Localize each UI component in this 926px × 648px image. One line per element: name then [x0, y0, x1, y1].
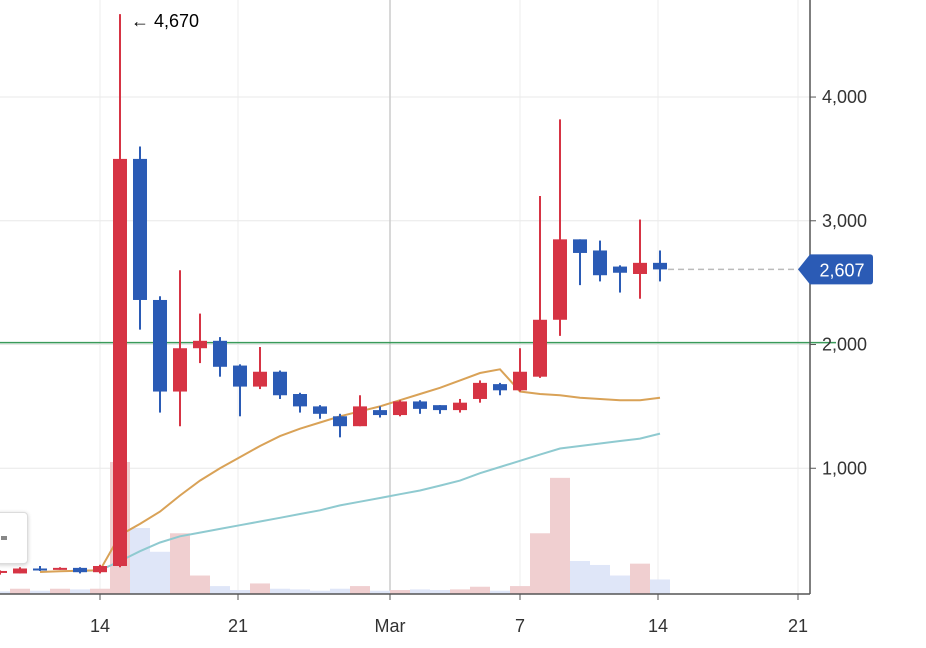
volume-bar [410, 589, 430, 594]
volume-bar [330, 588, 350, 594]
x-tick-label: 21 [788, 616, 808, 636]
volume-bar [170, 533, 190, 594]
volume-bar [370, 590, 390, 594]
x-tick-label: 7 [515, 616, 525, 636]
candle-body [513, 371, 527, 391]
x-tick-label: Mar [375, 616, 406, 636]
volume-bar [310, 590, 330, 594]
candle-body [373, 410, 387, 416]
candle-body [213, 340, 227, 367]
volume-bar [230, 590, 250, 594]
grip-icon [1, 536, 7, 540]
candle-body [493, 384, 507, 391]
candle-body [593, 250, 607, 276]
volume-bar [210, 586, 230, 594]
volume-bar [0, 591, 10, 594]
candle-body [53, 567, 67, 570]
y-tick-label: 2,000 [822, 335, 867, 355]
candle-body [353, 406, 367, 427]
candle-body [613, 266, 627, 273]
candle-body [553, 239, 567, 320]
candle-body [313, 406, 327, 414]
y-tick-label: 3,000 [822, 211, 867, 231]
candle-body [473, 382, 487, 399]
candle-body [133, 158, 147, 300]
volume-bar [290, 589, 310, 594]
candle-body [333, 416, 347, 427]
volume-bar [430, 590, 450, 594]
y-tick-label: 4,000 [822, 87, 867, 107]
volume-bar [490, 590, 510, 594]
volume-bar [250, 583, 270, 594]
x-tick-label: 14 [90, 616, 110, 636]
candle-body [73, 567, 87, 573]
ma-short-line [39, 368, 661, 573]
volume-bar [350, 586, 370, 594]
volume-bar [510, 586, 530, 594]
volume-bar [190, 575, 210, 594]
candle-body [433, 405, 447, 411]
candle-body [393, 401, 407, 416]
candle-body [453, 402, 467, 411]
y-tick-label: 1,000 [822, 458, 867, 478]
volume-bar [130, 528, 150, 594]
candle-body [0, 570, 7, 573]
x-tick-label: 14 [648, 616, 668, 636]
x-tick-label: 21 [228, 616, 248, 636]
candle-body [293, 394, 307, 407]
volume-bar [70, 589, 90, 594]
volume-bar [50, 588, 70, 594]
candle-body [633, 262, 647, 274]
volume-bar [450, 589, 470, 594]
candle-body [533, 319, 547, 377]
candle-body [13, 568, 27, 574]
axes: 1,000 2,000 3,000 4,000 14 21 Mar 7 14 21 [0, 0, 867, 636]
annotations: ← 4,670 2,607 [131, 11, 873, 285]
volume-bar [630, 563, 650, 594]
candle-body [653, 262, 667, 270]
moving-averages [39, 368, 661, 573]
candle-body [173, 348, 187, 392]
volume-bar [470, 586, 490, 594]
volume-bar [90, 588, 110, 594]
volume-bar [530, 533, 550, 594]
candle-body [153, 299, 167, 392]
candle-body [113, 158, 127, 567]
scroll-handle[interactable] [0, 512, 28, 564]
candle-body [233, 365, 247, 387]
volume-bar [10, 588, 30, 594]
volume-bar [270, 588, 290, 594]
volume-bar [570, 561, 590, 594]
high-marker-label: ← 4,670 [131, 11, 199, 31]
last-price-label: 2,607 [819, 260, 864, 280]
volume-bar [30, 590, 50, 594]
candles [0, 14, 667, 575]
candle-body [413, 401, 427, 409]
volume-bar [150, 551, 170, 594]
volume-bar [650, 579, 670, 594]
candle-body [273, 371, 287, 396]
volume-bar [610, 575, 630, 594]
candle-body [33, 568, 47, 571]
ma-long-line [79, 432, 661, 572]
volume-bar [550, 477, 570, 594]
volume-bar [390, 590, 410, 594]
last-price-tag [798, 254, 873, 285]
candle-body [193, 340, 207, 349]
volume-bar [590, 564, 610, 594]
candle-body [93, 566, 107, 573]
candle-body [253, 371, 267, 387]
candle-body [573, 239, 587, 253]
